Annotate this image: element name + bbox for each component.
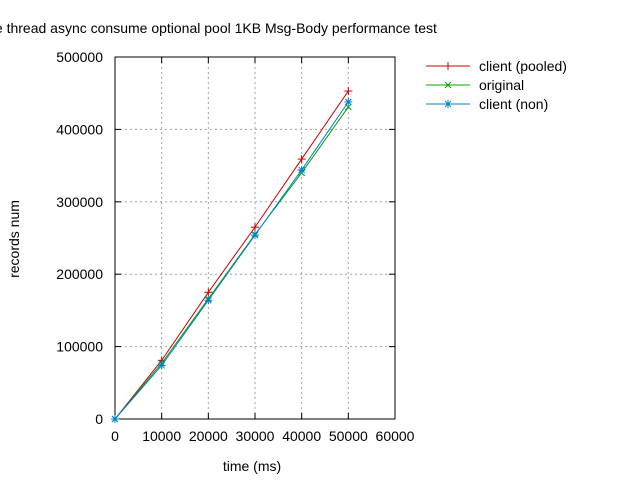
series-line	[114, 101, 349, 420]
x-tick-label: 30000	[236, 428, 275, 444]
legend-label: client (pooled)	[479, 58, 567, 74]
data-point	[344, 87, 353, 96]
data-point	[444, 62, 452, 70]
data-point	[204, 296, 213, 305]
x-tick-label: 20000	[189, 428, 228, 444]
y-tick-label: 100000	[56, 339, 103, 355]
data-point	[251, 223, 259, 232]
series-original	[111, 103, 352, 423]
data-point	[297, 165, 306, 174]
data-point	[444, 100, 452, 108]
x-tick-label: 0	[111, 428, 119, 444]
data-point	[204, 288, 213, 297]
x-tick-label: 10000	[142, 428, 181, 444]
y-tick-label: 200000	[56, 266, 103, 282]
data-point	[444, 81, 452, 89]
series-line	[114, 90, 349, 420]
legend-item: client (pooled)	[426, 58, 567, 74]
legend-item: original	[426, 77, 524, 93]
data-point	[251, 231, 259, 240]
data-point	[344, 97, 353, 106]
grid-lines	[115, 57, 395, 419]
y-axis-label: records num	[6, 200, 22, 278]
y-tick-label: 300000	[56, 194, 103, 210]
x-tick-label: 60000	[376, 428, 415, 444]
legend: client (pooled) original client (non)	[426, 58, 567, 112]
x-tick-label: 40000	[282, 428, 321, 444]
series-client-pooled	[111, 87, 353, 423]
y-tick-label: 0	[95, 411, 103, 427]
data-point	[111, 415, 119, 423]
y-tick-label: 400000	[56, 121, 103, 137]
series-client-non	[111, 97, 353, 423]
data-point	[297, 155, 306, 164]
legend-label: client (non)	[479, 96, 548, 112]
series-line	[114, 106, 349, 420]
legend-label: original	[479, 77, 524, 93]
axis-ticks: 0 10000 20000 30000 40000 50000 60000 0 100000 20…	[56, 49, 414, 444]
y-tick-label: 500000	[56, 49, 103, 65]
chart-title: gle thread async consume optional pool 1…	[0, 20, 437, 36]
x-axis-label: time (ms)	[223, 458, 281, 474]
x-tick-label: 50000	[329, 428, 368, 444]
legend-item: client (non)	[426, 96, 548, 112]
series-group	[111, 87, 353, 423]
data-point	[157, 361, 166, 370]
